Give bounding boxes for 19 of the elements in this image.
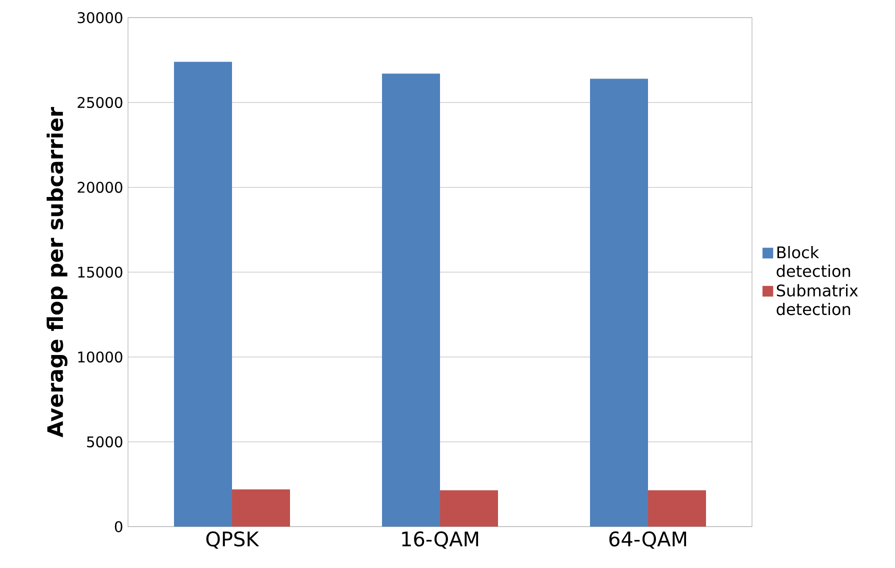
y-tick-label: 30000: [78, 12, 122, 24]
bar: [174, 62, 232, 527]
y-tick-label: 10000: [78, 351, 122, 363]
bar: [590, 78, 648, 527]
y-tick-label: 15000: [78, 266, 122, 278]
y-tick-label: 25000: [78, 96, 122, 108]
legend-label: Submatrix detection: [776, 284, 858, 316]
bar: [440, 490, 498, 527]
bar: [382, 74, 440, 527]
x-tick-label: 64-QAM: [609, 531, 686, 549]
bar: [232, 489, 290, 527]
x-tick-label: QPSK: [206, 531, 260, 549]
y-axis-title: Average flop per subcarrier: [46, 106, 68, 438]
bar: [648, 490, 706, 527]
legend-label: Block detection: [776, 246, 850, 278]
y-tick-label: 20000: [78, 182, 122, 193]
x-tick-label: 16-QAM: [402, 531, 478, 549]
y-tick-label: 5000: [87, 436, 122, 448]
y-tick-label: 0: [114, 521, 122, 532]
